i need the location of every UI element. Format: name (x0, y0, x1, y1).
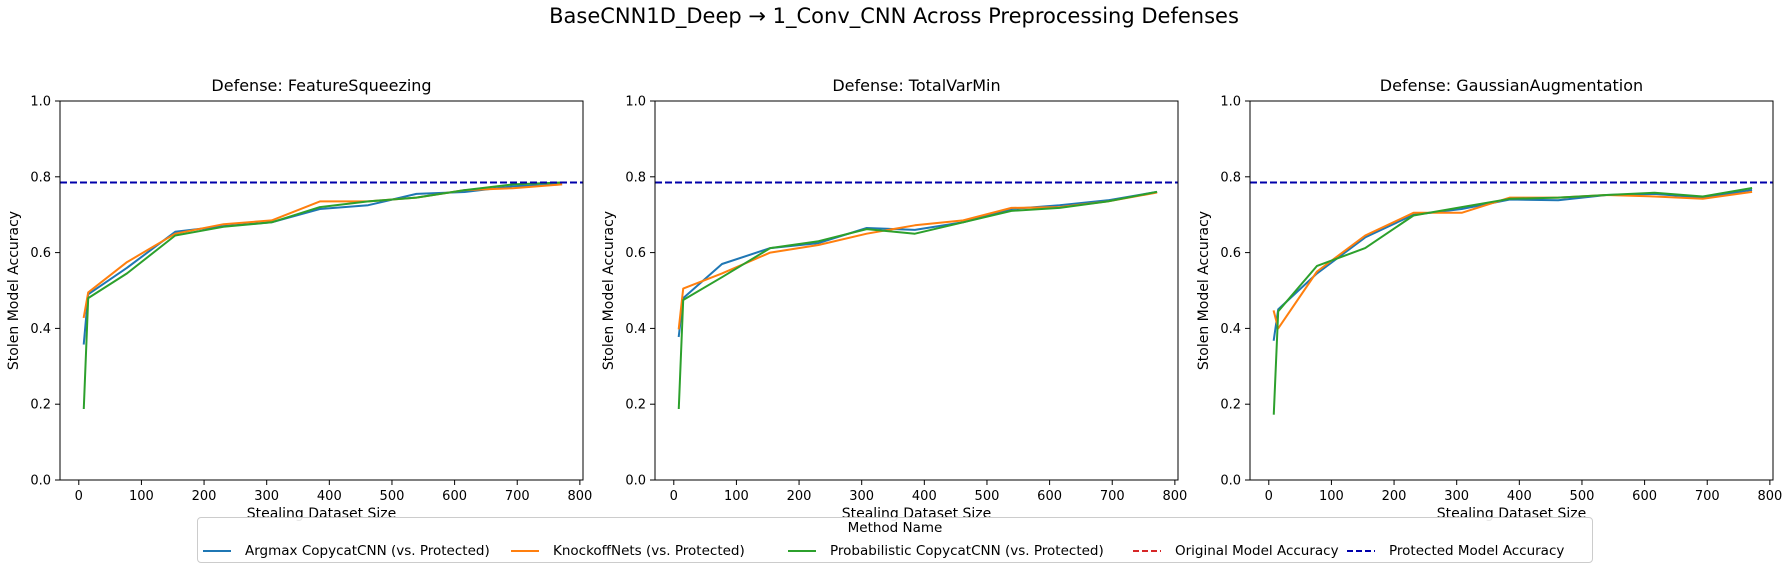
x-tick-label: 500 (975, 489, 1000, 504)
x-tick-label: 200 (192, 489, 217, 504)
y-tick-label: 0.4 (30, 322, 51, 337)
x-tick-label: 100 (129, 489, 154, 504)
y-tick-label: 1.0 (1220, 95, 1241, 110)
legend-label: Protected Model Accuracy (1389, 543, 1565, 559)
y-tick-label: 1.0 (625, 95, 646, 110)
legend-swatch-probabilistic-copycatcnn (788, 550, 816, 552)
series-line-argmax-copycatcnn-vs-protected (1272, 188, 1753, 341)
series-line-knockoffnets-vs-protected (1272, 190, 1753, 330)
y-axis-label: Stolen Model Accuracy (6, 211, 22, 370)
plot-frame (1249, 100, 1774, 481)
y-tick-label: 0.8 (30, 170, 51, 185)
panel-title: Defense: GaussianAugmentation (1380, 76, 1643, 95)
y-tick-label: 0.6 (30, 246, 51, 261)
legend-label: Argmax CopycatCNN (vs. Protected) (245, 543, 490, 559)
legend-item-argmax-copycatcnn: Argmax CopycatCNN (vs. Protected) (201, 541, 490, 561)
y-tick-label: 0.6 (625, 246, 646, 261)
y-axis-label: Stolen Model Accuracy (601, 211, 617, 370)
y-tick-label: 0.4 (625, 322, 646, 337)
x-tick-label: 800 (567, 489, 592, 504)
x-tick-label: 400 (912, 489, 937, 504)
x-tick-label: 0 (75, 489, 83, 504)
legend-item-probabilistic-copycatcnn: Probabilistic CopycatCNN (vs. Protected) (786, 541, 1104, 561)
plot-frame (59, 100, 584, 481)
y-tick-label: 0.0 (625, 474, 646, 489)
legend-item-knockoffnets: KnockoffNets (vs. Protected) (509, 541, 745, 561)
legend-item-protected-model-accuracy: Protected Model Accuracy (1345, 541, 1564, 561)
y-axis-label: Stolen Model Accuracy (1196, 211, 1212, 370)
series-line-probabilistic-copycatcnn-vs-protected (82, 181, 563, 410)
panel-title: Defense: TotalVarMin (832, 76, 1000, 95)
series-line-argmax-copycatcnn-vs-protected (677, 190, 1158, 338)
x-tick-label: 600 (442, 489, 467, 504)
x-tick-label: 600 (1632, 489, 1657, 504)
x-tick-label: 400 (1507, 489, 1532, 504)
x-tick-label: 500 (380, 489, 405, 504)
legend-items: Argmax CopycatCNN (vs. Protected) Knocko… (198, 541, 1592, 561)
x-tick-label: 100 (724, 489, 749, 504)
legend-item-original-model-accuracy: Original Model Accuracy (1131, 541, 1339, 561)
legend-label: Probabilistic CopycatCNN (vs. Protected) (830, 543, 1104, 559)
y-tick-label: 1.0 (30, 95, 51, 110)
legend-title: Method Name (847, 520, 943, 536)
x-tick-label: 700 (1695, 489, 1720, 504)
x-tick-label: 500 (1570, 489, 1595, 504)
legend: Method Name Argmax CopycatCNN (vs. Prote… (197, 517, 1593, 563)
x-tick-label: 100 (1319, 489, 1344, 504)
x-tick-label: 300 (849, 489, 874, 504)
panel-title: Defense: FeatureSqueezing (211, 76, 431, 95)
plot-frame (654, 100, 1179, 481)
series-line-argmax-copycatcnn-vs-protected (82, 183, 563, 345)
x-tick-label: 400 (317, 489, 342, 504)
x-tick-label: 700 (505, 489, 530, 504)
legend-swatch-knockoffnets (511, 550, 539, 552)
legend-label: KnockoffNets (vs. Protected) (553, 543, 745, 559)
y-tick-label: 0.2 (1220, 398, 1241, 413)
x-tick-label: 300 (254, 489, 279, 504)
legend-swatch-protected-model-accuracy (1347, 550, 1375, 552)
x-tick-label: 700 (1100, 489, 1125, 504)
y-tick-label: 0.0 (1220, 474, 1241, 489)
x-tick-label: 200 (787, 489, 812, 504)
x-tick-label: 0 (1265, 489, 1273, 504)
series-line-probabilistic-copycatcnn-vs-protected (677, 190, 1158, 410)
y-tick-label: 0.2 (30, 398, 51, 413)
y-tick-label: 0.8 (625, 170, 646, 185)
x-tick-label: 800 (1162, 489, 1187, 504)
legend-label: Original Model Accuracy (1175, 543, 1339, 559)
legend-swatch-argmax-copycatcnn (203, 550, 231, 552)
y-tick-label: 0.4 (1220, 322, 1241, 337)
figure-title: BaseCNN1D_Deep → 1_Conv_CNN Across Prepr… (549, 4, 1239, 28)
y-tick-label: 0.8 (1220, 170, 1241, 185)
x-tick-label: 0 (670, 489, 678, 504)
x-tick-label: 200 (1382, 489, 1407, 504)
y-tick-label: 0.0 (30, 474, 51, 489)
series-line-probabilistic-copycatcnn-vs-protected (1272, 187, 1753, 415)
x-tick-label: 800 (1757, 489, 1782, 504)
y-tick-label: 0.2 (625, 398, 646, 413)
x-tick-label: 600 (1037, 489, 1062, 504)
x-tick-label: 300 (1444, 489, 1469, 504)
legend-swatch-original-model-accuracy (1133, 550, 1161, 552)
y-tick-label: 0.6 (1220, 246, 1241, 261)
